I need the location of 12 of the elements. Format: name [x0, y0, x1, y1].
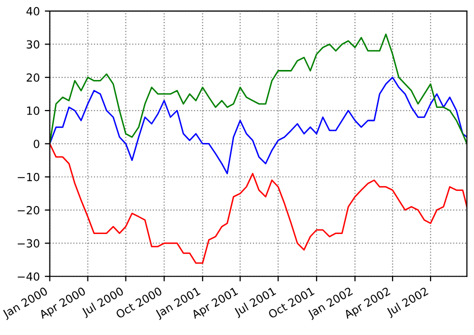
y-tick-label: 20 [26, 73, 40, 82]
y-tick-label: 40 [26, 7, 40, 16]
y-tick-label: −10 [18, 172, 40, 182]
line-series [50, 76, 467, 174]
y-tick-label: 0 [34, 140, 40, 148]
line-series [50, 34, 467, 144]
line-series [50, 143, 467, 264]
y-tick-label: 10 [27, 106, 40, 115]
y-tick-label: −40 [18, 272, 40, 281]
y-tick-label: −30 [18, 239, 40, 248]
y-tick-label: 30 [26, 40, 40, 49]
y-tick-label: −20 [18, 206, 40, 214]
